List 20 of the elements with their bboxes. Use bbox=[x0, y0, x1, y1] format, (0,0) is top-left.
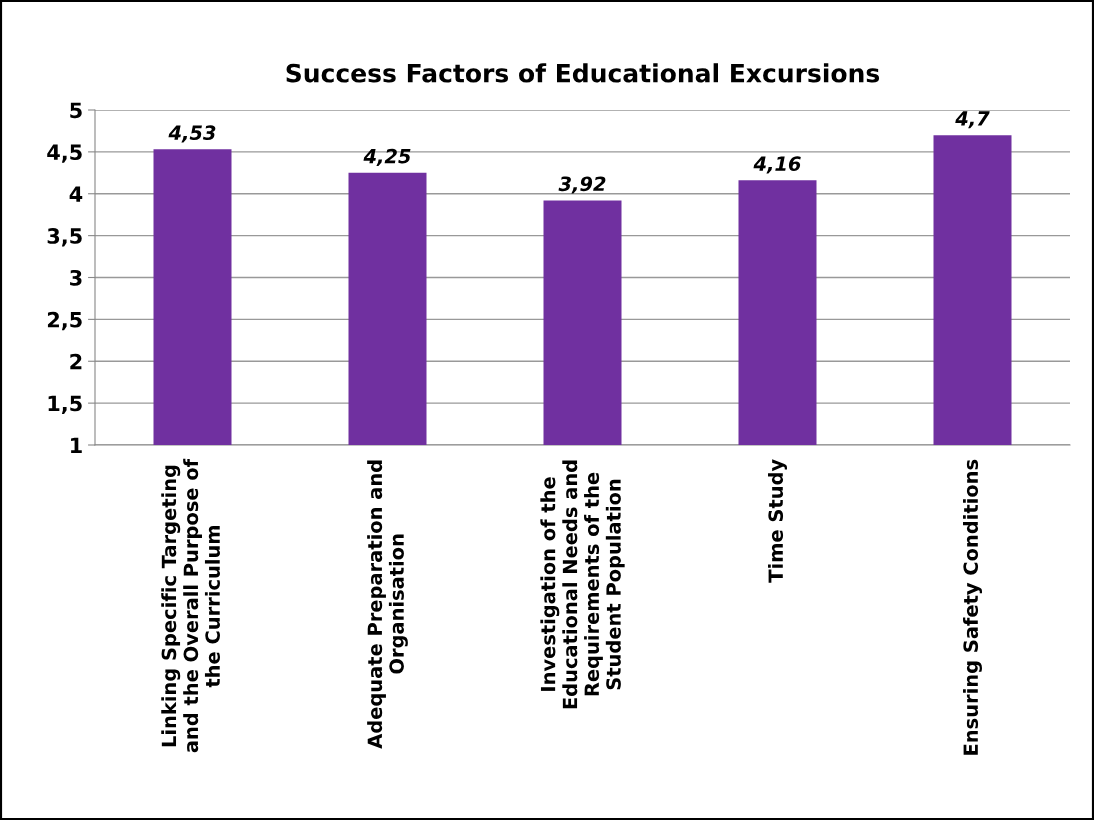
y-tick-label: 2,5 bbox=[47, 311, 82, 331]
data-label: 4,53 bbox=[168, 125, 216, 143]
y-tick-label: 3 bbox=[70, 269, 82, 286]
y-tick-label: 2 bbox=[70, 353, 82, 370]
y-tick-label: 1,5 bbox=[48, 395, 82, 414]
chart-title: Success Factors of Educational Excursions bbox=[286, 63, 880, 83]
y-tick-label: 4,5 bbox=[47, 144, 82, 163]
data-label: 3,92 bbox=[558, 176, 606, 194]
x-tick-label: Time Study bbox=[768, 459, 787, 583]
y-tick-label: 5 bbox=[70, 102, 82, 119]
data-label: 4,16 bbox=[753, 156, 801, 174]
y-tick-label: 4 bbox=[69, 186, 83, 202]
x-tick-label: Ensuring Safety Conditions bbox=[963, 459, 982, 755]
x-tick-label: Investigation of the Educational Needs and Requirements of the Student Population bbox=[540, 460, 625, 709]
data-label: 4,25 bbox=[363, 148, 411, 166]
y-tick-label: 3,5 bbox=[47, 228, 82, 247]
y-tick-label: 1 bbox=[71, 437, 82, 453]
x-tick-label: Adequate Preparation and Organisation bbox=[367, 460, 408, 749]
data-label: 4,7 bbox=[955, 111, 990, 129]
x-tick-label: Linking Specific Targeting and the Overall Purpose of the Curriculum bbox=[161, 458, 220, 753]
